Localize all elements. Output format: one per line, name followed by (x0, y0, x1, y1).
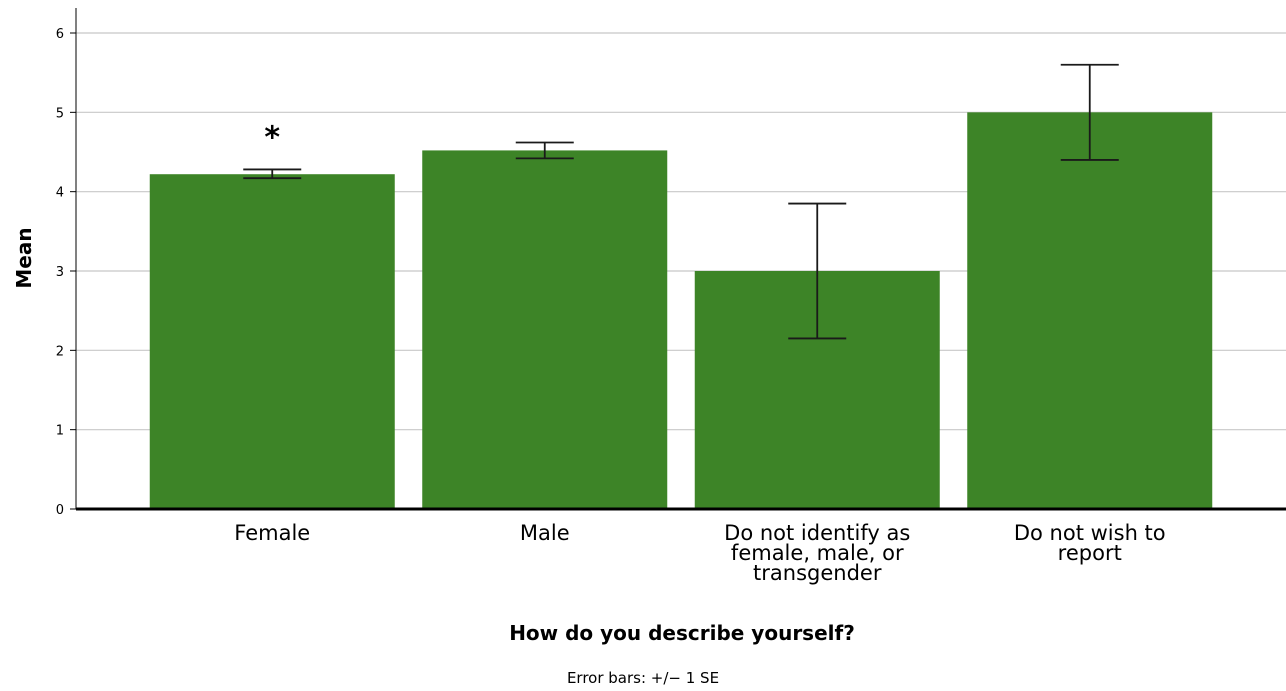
y-tick-label: 2 (56, 344, 64, 359)
y-axis-title: Mean (12, 227, 36, 288)
error-bar (788, 202, 847, 340)
x-tick-label: Do not wish to report (1014, 521, 1166, 565)
axes (70, 8, 1286, 511)
x-tick-label: Female (234, 521, 310, 545)
y-tick-label: 3 (56, 265, 64, 280)
y-tick-label: 5 (56, 106, 64, 121)
error-bar (515, 141, 574, 160)
error-bar (243, 168, 302, 180)
error-bars-footnote: Error bars: +/− 1 SE (567, 669, 719, 687)
y-tick-label: 0 (56, 503, 64, 518)
y-tick-label: 1 (56, 424, 64, 439)
error-bar (1060, 63, 1119, 161)
bar (422, 150, 668, 509)
significance-asterisk: * (264, 120, 280, 155)
x-axis-title: How do you describe yourself? (509, 621, 855, 645)
error-bars (243, 63, 1119, 340)
bar (149, 174, 395, 510)
labels: 0 1 2 3 4 5 6 Female Male Do not identify as femal… (56, 27, 1166, 585)
y-tick-label: 6 (56, 27, 64, 42)
x-tick-label: Do not identify as female, male, or transg… (724, 521, 910, 585)
x-tick-label: Male (520, 521, 570, 545)
bars (149, 112, 1213, 510)
y-tick-label: 4 (56, 186, 64, 201)
bar (967, 112, 1213, 509)
